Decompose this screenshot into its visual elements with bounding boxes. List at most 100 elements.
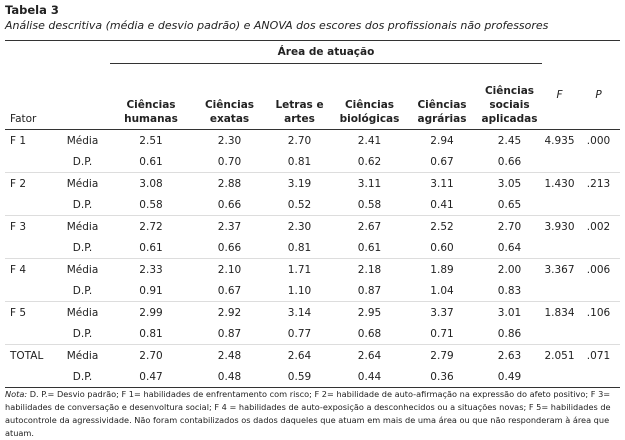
table-row: D.P. 0.47 0.48 0.59 0.44 0.36 0.49: [5, 366, 620, 388]
value-cell: 2.70: [287, 134, 312, 147]
value-cell: 2.88: [217, 177, 242, 190]
f-cell: [542, 194, 577, 216]
factor-header: Fator: [5, 63, 55, 130]
note-text: D. P.= Desvio padrão; F 1= habilidades d…: [5, 389, 611, 438]
value-cell: 3.01: [497, 306, 522, 319]
value-cell: 2.94: [430, 134, 454, 147]
factor-cell: F 4: [10, 263, 27, 276]
value-cell: 0.91: [110, 280, 192, 302]
stat-cell: D.P.: [55, 280, 110, 302]
table: Área de atuação Fator Ciências humanas Ciê…: [5, 40, 620, 388]
f-cell: [542, 280, 577, 302]
factor-cell: [5, 237, 55, 259]
value-cell: 0.61: [332, 237, 407, 259]
value-cell: 0.65: [477, 194, 542, 216]
value-cell: 1.04: [407, 280, 477, 302]
value-cell: 2.30: [217, 134, 242, 147]
value-cell: 2.79: [430, 349, 454, 362]
value-cell: 0.67: [407, 151, 477, 173]
factor-cell: TOTAL: [10, 349, 44, 362]
value-cell: 0.47: [139, 370, 163, 383]
value-cell: 2.30: [287, 220, 312, 233]
value-cell: 0.81: [267, 237, 332, 259]
p-cell: [577, 280, 620, 302]
p-header: P: [577, 63, 620, 130]
value-cell: 0.66: [192, 237, 267, 259]
header-row: Fator Ciências humanas Ciências exatas Letr…: [5, 63, 620, 130]
value-cell: 0.77: [267, 323, 332, 345]
f-cell: 3.367: [544, 263, 575, 276]
value-cell: 0.87: [332, 280, 407, 302]
value-cell: 3.05: [497, 177, 522, 190]
value-cell: 0.87: [192, 323, 267, 345]
value-cell: 2.00: [497, 263, 522, 276]
value-cell: 0.81: [110, 323, 192, 345]
stat-cell: D.P.: [55, 194, 110, 216]
table-row: D.P. 0.81 0.87 0.77 0.68 0.71 0.86: [5, 323, 620, 345]
stat-cell: Média: [66, 349, 99, 362]
value-cell: 0.68: [332, 323, 407, 345]
p-cell: .213: [586, 177, 611, 190]
p-cell: .106: [586, 306, 611, 319]
table-row: D.P. 0.61 0.70 0.81 0.62 0.67 0.66: [5, 151, 620, 173]
f-cell: [542, 323, 577, 345]
table-subtitle: Análise descritiva (média e desvio padrã…: [5, 19, 549, 32]
empty-header: [55, 63, 110, 130]
table-title: Tabela 3: [5, 3, 59, 17]
value-cell: 2.10: [217, 263, 242, 276]
value-cell: 0.61: [110, 151, 192, 173]
stat-cell: D.P.: [72, 370, 93, 383]
f-cell: [542, 366, 577, 388]
stat-cell: Média: [66, 134, 99, 147]
value-cell: 2.92: [217, 306, 242, 319]
f-cell: 1.430: [544, 177, 575, 190]
column-header: Letras e artes: [267, 63, 332, 130]
f-cell: [542, 151, 577, 173]
value-cell: 0.66: [477, 151, 542, 173]
value-cell: 2.37: [217, 220, 242, 233]
table-row: D.P. 0.91 0.67 1.10 0.87 1.04 0.83: [5, 280, 620, 302]
note-label: Nota:: [5, 389, 28, 399]
value-cell: 3.37: [430, 306, 454, 319]
stat-cell: D.P.: [55, 151, 110, 173]
value-cell: 2.72: [139, 220, 163, 233]
table-row: F 4 Média 2.33 2.10 1.71 2.18 1.89 2.00 3.367 .00…: [5, 259, 620, 281]
value-cell: 2.99: [139, 306, 163, 319]
f-cell: 3.930: [544, 220, 575, 233]
value-cell: 0.86: [477, 323, 542, 345]
group-row: Área de atuação: [5, 40, 620, 64]
value-cell: 0.60: [407, 237, 477, 259]
value-cell: 0.58: [332, 194, 407, 216]
factor-cell: F 1: [10, 134, 27, 147]
f-cell: [542, 237, 577, 259]
value-cell: 2.63: [497, 349, 522, 362]
column-header: Ciências humanas: [110, 63, 192, 130]
value-cell: 2.48: [217, 349, 242, 362]
group-header: Área de atuação: [110, 40, 542, 64]
value-cell: 0.41: [407, 194, 477, 216]
table-row: D.P. 0.58 0.66 0.52 0.58 0.41 0.65: [5, 194, 620, 216]
f-cell: 1.834: [544, 306, 575, 319]
value-cell: 2.67: [357, 220, 382, 233]
value-cell: 3.11: [430, 177, 454, 190]
value-cell: 2.41: [357, 134, 382, 147]
factor-cell: [5, 366, 55, 388]
value-cell: 0.48: [217, 370, 242, 383]
value-cell: 2.95: [357, 306, 382, 319]
p-cell: .000: [586, 134, 611, 147]
f-header: F: [542, 63, 577, 130]
p-cell: [577, 151, 620, 173]
value-cell: 2.64: [287, 349, 312, 362]
value-cell: 0.58: [110, 194, 192, 216]
value-cell: 3.11: [357, 177, 382, 190]
value-cell: 0.66: [192, 194, 267, 216]
value-cell: 2.52: [430, 220, 454, 233]
f-cell: 4.935: [544, 134, 575, 147]
value-cell: 2.51: [139, 134, 163, 147]
value-cell: 1.89: [430, 263, 454, 276]
table-row: F 3 Média 2.72 2.37 2.30 2.67 2.52 2.70 3.930 .00…: [5, 216, 620, 238]
table-row: F 2 Média 3.08 2.88 3.19 3.11 3.11 3.05 1.430 .21…: [5, 173, 620, 195]
value-cell: 0.71: [407, 323, 477, 345]
value-cell: 2.70: [497, 220, 522, 233]
